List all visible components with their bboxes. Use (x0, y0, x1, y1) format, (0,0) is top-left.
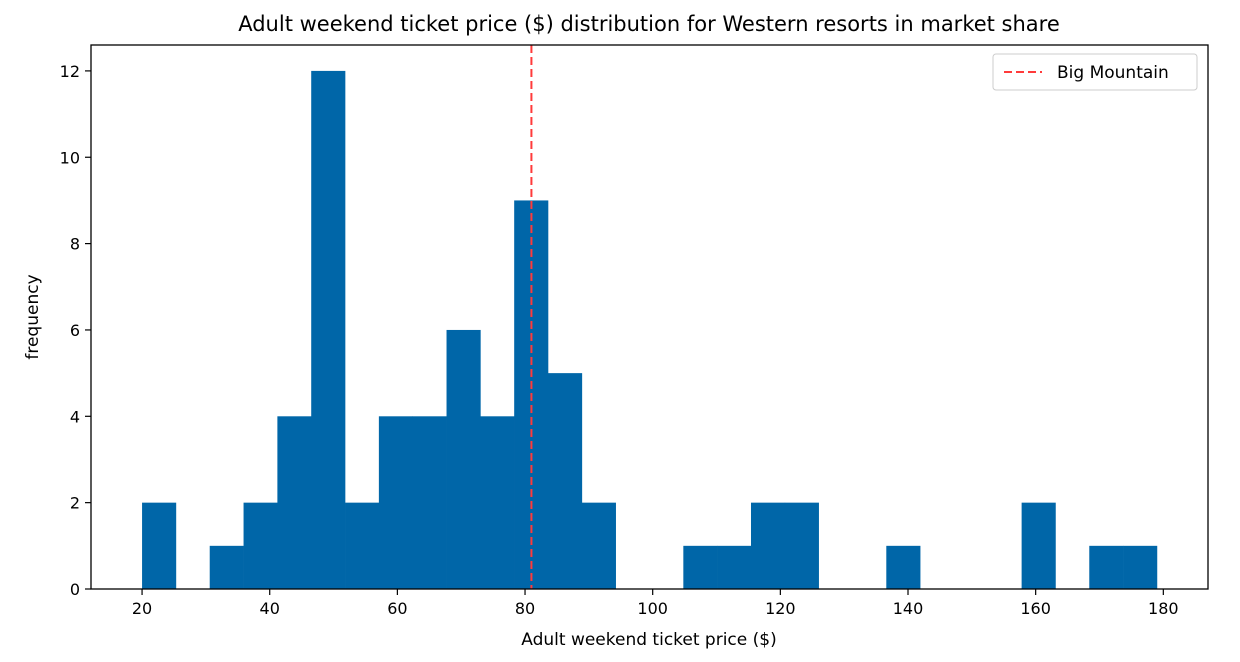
chart-title: Adult weekend ticket price ($) distribut… (238, 12, 1060, 36)
histogram-bar (784, 502, 819, 589)
histogram-bar (548, 373, 583, 589)
legend-label-big-mountain: Big Mountain (1057, 63, 1169, 83)
y-axis-label: frequency (23, 274, 43, 359)
x-axis-label: Adult weekend ticket price ($) (521, 630, 776, 650)
y-tick-label: 4 (70, 407, 80, 426)
histogram-bar (243, 502, 278, 589)
histogram-bar (311, 70, 346, 589)
histogram-bar (1089, 545, 1124, 589)
x-tick-label: 160 (1020, 599, 1051, 618)
y-tick-label: 12 (60, 62, 80, 81)
histogram-bar (446, 329, 481, 589)
y-axis-ticks: 0 2 4 6 8 10 12 (60, 62, 91, 599)
histogram-bar (581, 502, 616, 589)
histogram-bar (717, 545, 752, 589)
histogram-bar (412, 416, 447, 589)
histogram-bar (1123, 545, 1158, 589)
y-tick-label: 8 (70, 235, 80, 254)
histogram-bar (1021, 502, 1056, 589)
histogram-bar (277, 416, 312, 589)
histogram-bar (480, 416, 515, 589)
histogram-bar (209, 545, 244, 589)
histogram-bar (750, 502, 786, 589)
x-tick-label: 180 (1148, 599, 1179, 618)
x-tick-label: 140 (893, 599, 924, 618)
x-tick-label: 100 (637, 599, 668, 618)
x-tick-label: 40 (260, 599, 280, 618)
y-tick-label: 10 (60, 148, 80, 167)
legend-box (992, 53, 1198, 91)
histogram-bars (142, 70, 1158, 589)
x-axis-ticks: 20 40 60 80 100 120 140 160 180 (132, 589, 1179, 618)
y-tick-label: 2 (70, 494, 80, 513)
histogram-bar (886, 545, 921, 589)
x-tick-label: 20 (132, 599, 152, 618)
y-tick-label: 6 (70, 321, 80, 340)
histogram-bar (142, 502, 177, 589)
x-tick-label: 60 (387, 599, 407, 618)
histogram-bar (345, 502, 380, 589)
histogram-bar (683, 545, 718, 589)
histogram-bar (378, 416, 413, 589)
legend: Big Mountain (992, 53, 1198, 91)
x-tick-label: 120 (765, 599, 796, 618)
x-tick-label: 80 (515, 599, 535, 618)
plot-frame (90, 44, 1209, 590)
y-tick-label: 0 (70, 580, 80, 599)
